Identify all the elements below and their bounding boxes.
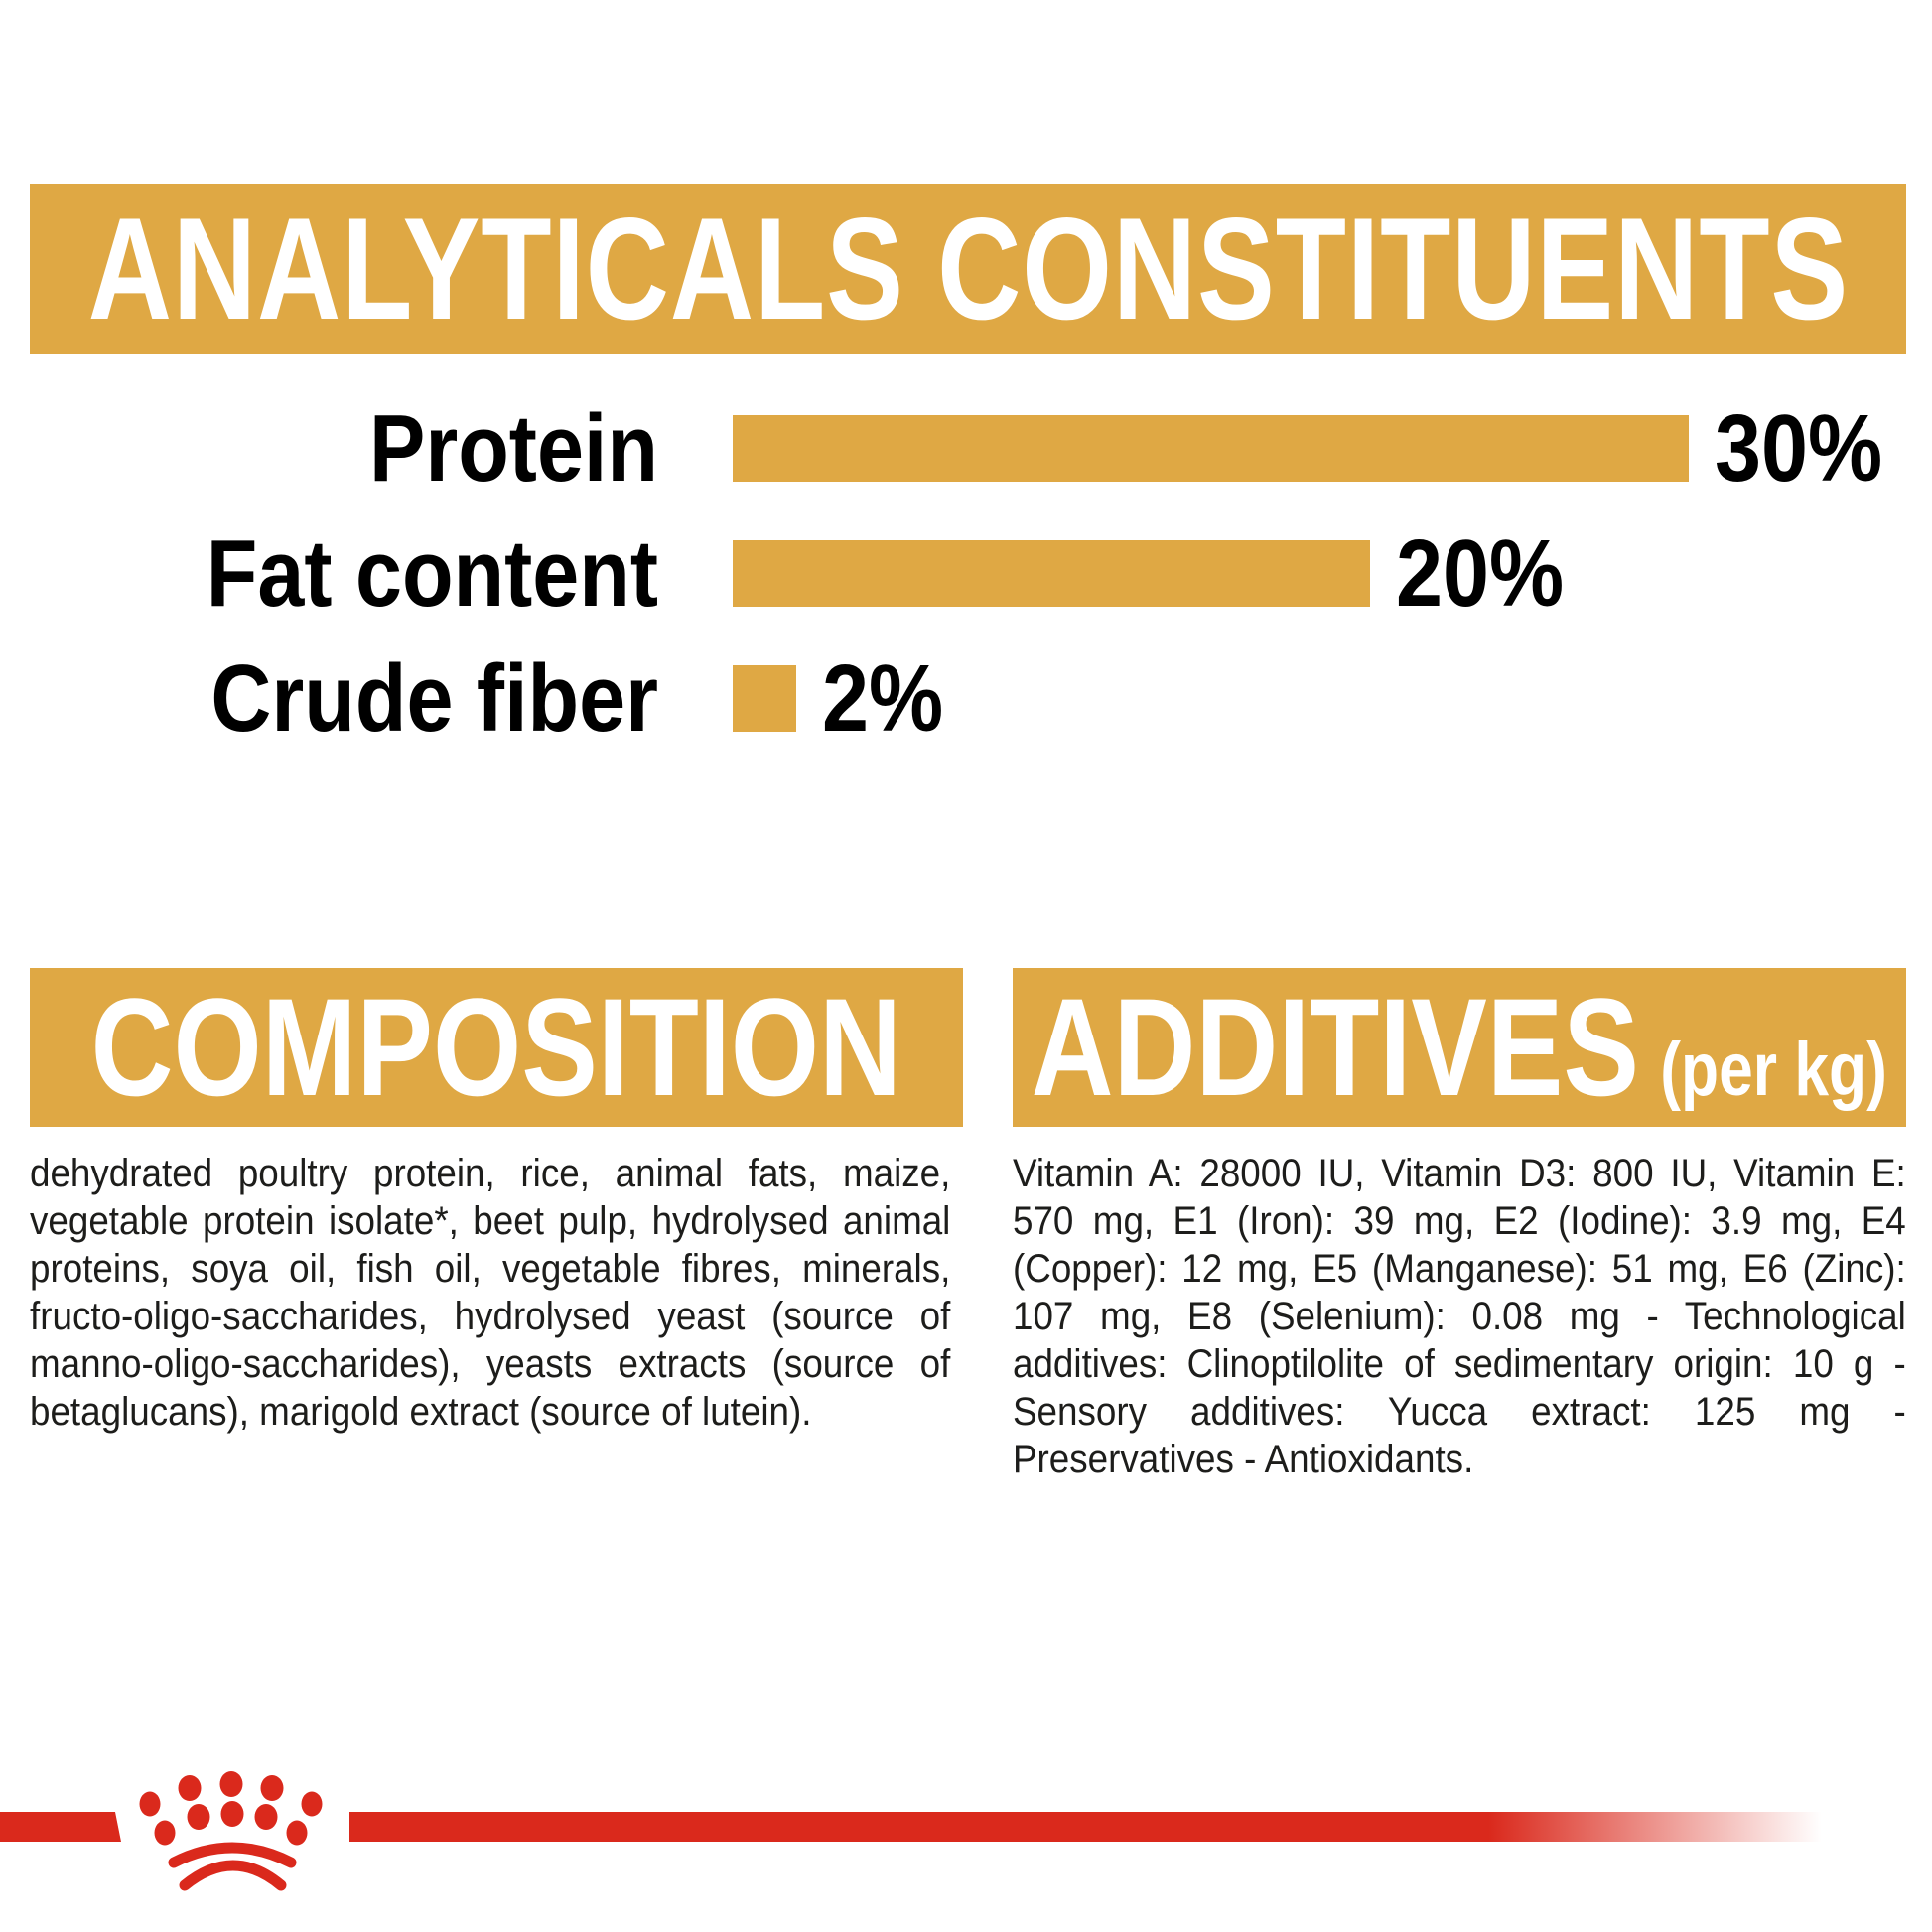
bar-label: Fat content bbox=[206, 520, 658, 626]
bar-label: Crude fiber bbox=[210, 645, 659, 752]
bar-value: 2% bbox=[822, 645, 944, 752]
red-divider-line-left bbox=[0, 1812, 121, 1842]
chart-row-crude-fiber: Crude fiber 2% bbox=[30, 645, 1932, 752]
composition-banner: COMPOSITION bbox=[30, 968, 963, 1127]
bar-fat-content bbox=[733, 540, 1370, 607]
analytical-constituents-chart: Protein 30% Fat content 20% Crude fiber … bbox=[30, 395, 1932, 752]
bar-value: 30% bbox=[1715, 395, 1883, 501]
bar-label: Protein bbox=[368, 395, 658, 501]
chart-row-protein: Protein 30% bbox=[30, 395, 1932, 501]
composition-text: dehydrated poultry protein, rice, animal… bbox=[30, 1152, 951, 1434]
composition-title: COMPOSITION bbox=[90, 969, 902, 1125]
royal-canin-crown-icon bbox=[139, 1771, 323, 1891]
additives-banner: ADDITIVES (per kg) bbox=[1013, 968, 1906, 1127]
bar-protein bbox=[733, 415, 1689, 482]
additives-text: Vitamin A: 28000 IU, Vitamin D3: 800 IU,… bbox=[1013, 1152, 1906, 1481]
red-divider-line-right bbox=[349, 1812, 1932, 1842]
analytical-constituents-banner: ANALYTICALS CONSTITUENTS bbox=[30, 184, 1906, 354]
bar-value: 20% bbox=[1396, 520, 1565, 626]
analytical-constituents-title: ANALYTICALS CONSTITUENTS bbox=[87, 188, 1849, 349]
additives-title: ADDITIVES bbox=[1031, 969, 1640, 1125]
additives-title-group: ADDITIVES (per kg) bbox=[1032, 978, 1887, 1117]
additives-per-kg-label: (per kg) bbox=[1660, 1028, 1888, 1112]
bar-crude-fiber bbox=[733, 665, 796, 732]
chart-row-fat-content: Fat content 20% bbox=[30, 520, 1932, 626]
